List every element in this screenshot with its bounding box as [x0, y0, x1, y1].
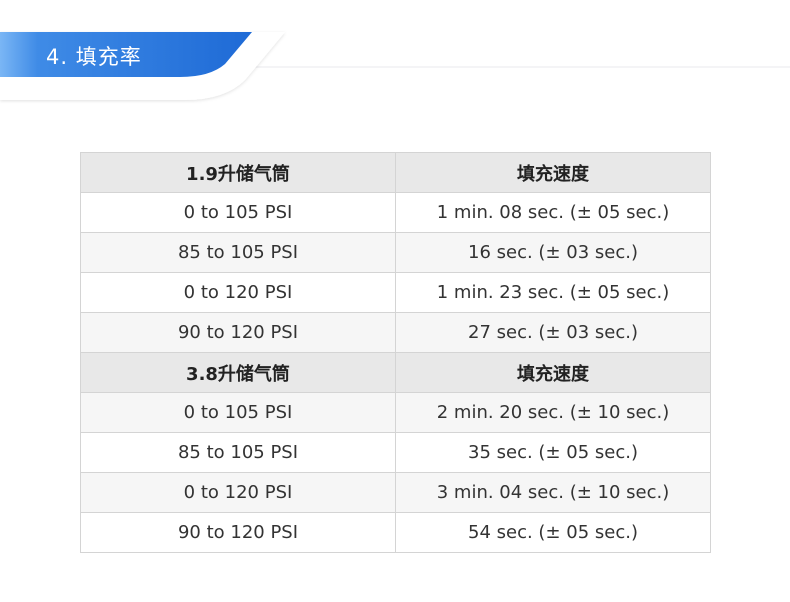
table-row: 85 to 105 PSI 16 sec. (± 03 sec.)	[80, 232, 711, 273]
pressure-range: 0 to 105 PSI	[80, 392, 396, 433]
fill-rate-table: 1.9升储气筒 填充速度 0 to 105 PSI 1 min. 08 sec. (±…	[80, 152, 711, 553]
fill-time: 1 min. 08 sec. (± 05 sec.)	[395, 192, 711, 233]
pressure-range: 85 to 105 PSI	[80, 232, 396, 273]
table-row: 0 to 105 PSI 2 min. 20 sec. (± 10 sec.)	[80, 392, 711, 433]
fill-time: 1 min. 23 sec. (± 05 sec.)	[395, 272, 711, 313]
table-row: 0 to 105 PSI 1 min. 08 sec. (± 05 sec.)	[80, 192, 711, 233]
pressure-range: 0 to 120 PSI	[80, 472, 396, 513]
fill-speed-header: 填充速度	[395, 352, 711, 393]
table-row: 0 to 120 PSI 3 min. 04 sec. (± 10 sec.)	[80, 472, 711, 513]
fill-time: 35 sec. (± 05 sec.)	[395, 432, 711, 473]
pressure-range: 85 to 105 PSI	[80, 432, 396, 473]
table-row: 85 to 105 PSI 35 sec. (± 05 sec.)	[80, 432, 711, 473]
pressure-range: 0 to 120 PSI	[80, 272, 396, 313]
fill-speed-header: 填充速度	[395, 152, 711, 193]
table-row: 0 to 120 PSI 1 min. 23 sec. (± 05 sec.)	[80, 272, 711, 313]
table-header-row: 3.8升储气筒 填充速度	[80, 352, 711, 393]
tank-header: 1.9升储气筒	[80, 152, 396, 193]
fill-time: 2 min. 20 sec. (± 10 sec.)	[395, 392, 711, 433]
pressure-range: 90 to 120 PSI	[80, 512, 396, 553]
table-row: 90 to 120 PSI 54 sec. (± 05 sec.)	[80, 512, 711, 553]
fill-time: 3 min. 04 sec. (± 10 sec.)	[395, 472, 711, 513]
fill-time: 16 sec. (± 03 sec.)	[395, 232, 711, 273]
pressure-range: 90 to 120 PSI	[80, 312, 396, 353]
fill-time: 54 sec. (± 05 sec.)	[395, 512, 711, 553]
tank-header: 3.8升储气筒	[80, 352, 396, 393]
fill-time: 27 sec. (± 03 sec.)	[395, 312, 711, 353]
header-banner	[0, 32, 790, 100]
table-row: 90 to 120 PSI 27 sec. (± 03 sec.)	[80, 312, 711, 353]
section-title: 4. 填充率	[46, 45, 142, 69]
pressure-range: 0 to 105 PSI	[80, 192, 396, 233]
table-header-row: 1.9升储气筒 填充速度	[80, 152, 711, 193]
